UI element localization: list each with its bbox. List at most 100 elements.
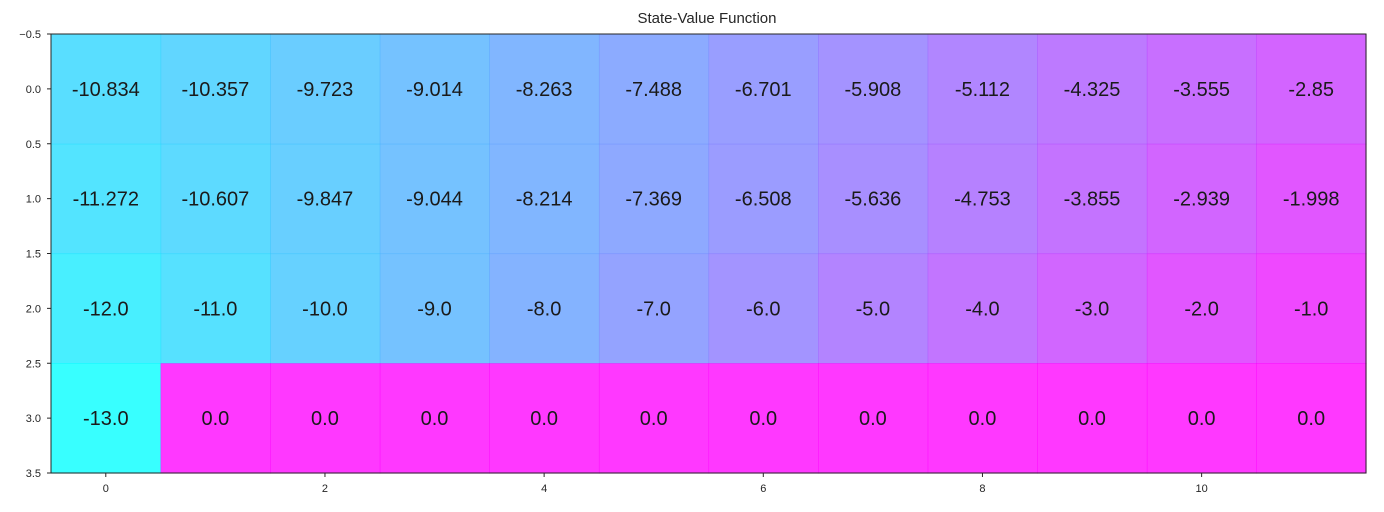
cell-value-label: 0.0 [1188, 408, 1216, 430]
cell-value-label: -1.0 [1294, 298, 1328, 320]
heatmap-cell [379, 143, 490, 255]
cell-value-label: 0.0 [421, 408, 449, 430]
chart-title: State-Value Function [638, 10, 777, 27]
heatmap-cells [51, 34, 1367, 474]
heatmap-cell [927, 253, 1038, 364]
cell-value-label: -9.847 [297, 189, 354, 211]
y-axis: −0.5 0.0 0.5 1.0 1.5 2.0 2.5 3.0 3.5 [19, 29, 51, 480]
x-axis: 0 2 4 6 8 10 [103, 473, 1208, 495]
heatmap-cell [708, 253, 819, 364]
heatmap-cell [1037, 363, 1148, 474]
heatmap-cell [160, 34, 271, 145]
cell-value-label: -13.0 [83, 408, 129, 430]
heatmap-cell [51, 253, 162, 364]
heatmap-cell [270, 143, 381, 255]
cell-value-label: -8.214 [516, 189, 573, 211]
heatmap-cell [598, 143, 710, 255]
cell-value-label: -4.325 [1064, 79, 1121, 101]
cell-value-label: -8.0 [527, 298, 561, 320]
heatmap-cell [1256, 143, 1367, 255]
cell-value-label: -10.357 [181, 79, 249, 101]
heatmap-cell [1146, 143, 1258, 255]
heatmap-cell [379, 363, 490, 474]
y-tick-label: −0.5 [19, 29, 41, 41]
cell-value-label: -6.0 [746, 298, 780, 320]
heatmap-cell [489, 143, 600, 255]
cell-value-label: -10.607 [181, 189, 249, 211]
heatmap-cell [927, 34, 1038, 145]
cell-value-label: -4.0 [965, 298, 999, 320]
cell-value-label: -2.939 [1173, 189, 1230, 211]
heatmap-cell [51, 34, 162, 145]
cell-value-label: -9.044 [406, 189, 463, 211]
heatmap-cell [1037, 253, 1148, 364]
y-tick-label: 1.0 [26, 194, 41, 206]
cell-value-label: -10.0 [302, 298, 348, 320]
cell-value-label: -2.0 [1184, 298, 1218, 320]
cell-value-label: -5.636 [845, 189, 902, 211]
heatmap-cell [1256, 363, 1367, 474]
cell-value-label: -5.112 [955, 79, 1010, 101]
cell-value-label: -11.272 [73, 189, 139, 211]
cell-value-label: -7.369 [625, 189, 682, 211]
heatmap-cell [598, 363, 710, 474]
heatmap-cell [489, 363, 600, 474]
cell-value-label: -3.555 [1173, 79, 1230, 101]
heatmap-cell [708, 34, 819, 145]
y-tick-label: 2.5 [26, 358, 41, 370]
cell-value-label: -7.488 [625, 79, 682, 101]
heatmap-cell [1256, 34, 1367, 145]
cell-value-label: -5.0 [856, 298, 890, 320]
heatmap-cell [489, 34, 600, 145]
heatmap-cell [160, 253, 271, 364]
heatmap-cell [1146, 363, 1258, 474]
cell-value-label: -8.263 [516, 79, 573, 101]
x-tick-label: 4 [541, 483, 547, 495]
x-tick-label: 10 [1196, 483, 1208, 495]
heatmap-cell [160, 363, 271, 474]
x-tick-label: 2 [322, 483, 328, 495]
heatmap-cell [818, 34, 929, 145]
cell-value-label: 0.0 [1078, 408, 1106, 430]
heatmap-cell [1037, 34, 1148, 145]
cell-value-label: -6.508 [735, 189, 792, 211]
heatmap-cell [818, 253, 929, 364]
x-tick-label: 6 [760, 483, 766, 495]
cell-value-label: 0.0 [749, 408, 777, 430]
heatmap-cell [379, 253, 490, 364]
y-tick-label: 0.5 [26, 139, 41, 151]
heatmap-cell [598, 253, 710, 364]
y-tick-label: 0.0 [26, 84, 41, 96]
x-tick-label: 8 [979, 483, 985, 495]
cell-value-label: 0.0 [969, 408, 997, 430]
cell-value-labels: -10.834 -10.357 -9.723 -9.014 -8.263 -7.488 -6… [72, 79, 1340, 430]
heatmap-cell [270, 363, 381, 474]
heatmap-cell [51, 363, 162, 474]
heatmap-cell [598, 34, 710, 145]
cell-value-label: -11.0 [193, 298, 237, 320]
heatmap-cell [927, 363, 1038, 474]
heatmap-cell [160, 143, 271, 255]
cell-value-label: 0.0 [530, 408, 558, 430]
cell-value-label: -5.908 [845, 79, 902, 101]
heatmap-cell [927, 143, 1038, 255]
cell-value-label: -3.0 [1075, 298, 1109, 320]
y-tick-label: 3.0 [26, 413, 41, 425]
cell-value-label: 0.0 [201, 408, 229, 430]
heatmap-cell [270, 253, 381, 364]
heatmap-cell [1146, 253, 1258, 364]
cell-value-label: 0.0 [640, 408, 668, 430]
cell-value-label: 0.0 [859, 408, 887, 430]
heatmap-cell [51, 143, 162, 255]
cell-value-label: -7.0 [636, 298, 670, 320]
heatmap-cell [1146, 34, 1258, 145]
cell-value-label: -9.014 [406, 79, 463, 101]
heatmap-cell [270, 34, 381, 145]
x-tick-label: 0 [103, 483, 109, 495]
cell-value-label: -4.753 [954, 189, 1011, 211]
heatmap-cell [708, 363, 819, 474]
cell-value-label: -3.855 [1064, 189, 1121, 211]
cell-value-label: -12.0 [83, 298, 129, 320]
heatmap-cell [379, 34, 490, 145]
